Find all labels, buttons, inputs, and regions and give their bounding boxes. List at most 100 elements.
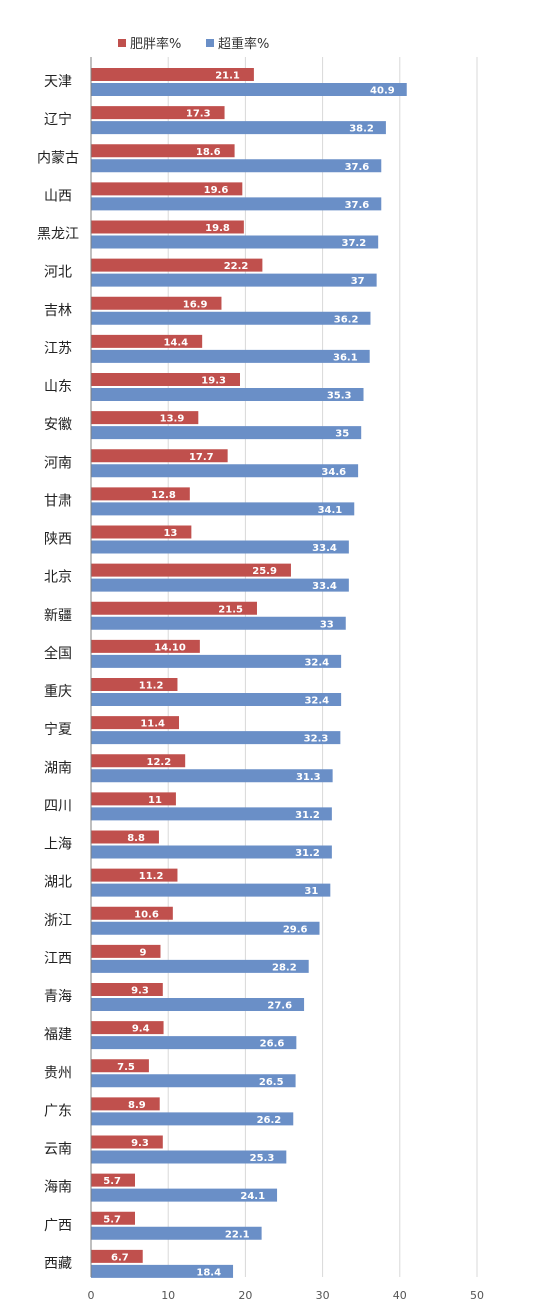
bar-obesity <box>91 983 163 996</box>
category-label: 全国 <box>44 645 72 662</box>
category-label: 广东 <box>44 1103 72 1119</box>
bar-obesity <box>91 563 291 577</box>
category-label: 河南 <box>44 455 72 471</box>
category-label: 上海 <box>44 837 72 853</box>
category-label: 广西 <box>44 1218 72 1234</box>
data-label-overweight: 28.2 <box>272 962 297 973</box>
bar-obesity <box>91 601 257 615</box>
data-label-obesity: 12.8 <box>151 490 176 501</box>
category-label: 内蒙古 <box>37 150 79 166</box>
data-label-overweight: 36.1 <box>333 352 358 363</box>
data-label-obesity: 8.9 <box>128 1100 146 1111</box>
bar-overweight <box>91 769 333 783</box>
data-label-overweight: 32.4 <box>304 696 329 707</box>
category-label: 四川 <box>44 798 72 814</box>
data-label-obesity: 10.6 <box>134 909 159 920</box>
bar-overweight <box>91 311 371 325</box>
bar-obesity <box>91 678 178 691</box>
category-label: 辽宁 <box>44 111 72 128</box>
bar-obesity <box>91 868 178 882</box>
bar-overweight <box>91 159 382 173</box>
data-label-obesity: 5.7 <box>103 1176 121 1187</box>
data-label-obesity: 12.2 <box>146 757 171 768</box>
category-label: 湖南 <box>44 760 72 776</box>
data-label-overweight: 38.2 <box>349 124 374 135</box>
bar-overweight <box>91 1188 278 1202</box>
bar-overweight <box>91 464 359 478</box>
legend: 肥胖率% 超重率% <box>118 36 269 52</box>
data-label-overweight: 37.6 <box>345 162 370 173</box>
bar-overweight <box>91 616 346 630</box>
bar-overweight <box>91 83 407 96</box>
data-label-obesity: 9.4 <box>132 1024 150 1035</box>
data-label-overweight: 33.4 <box>312 543 337 554</box>
x-tick-label: 50 <box>470 1289 484 1302</box>
bar-obesity <box>91 1135 163 1149</box>
data-label-overweight: 32.3 <box>304 734 329 745</box>
bar-obesity <box>91 411 199 425</box>
data-label-overweight: 27.6 <box>267 1001 292 1012</box>
data-label-obesity: 19.8 <box>205 223 230 234</box>
data-label-overweight: 37.2 <box>341 238 366 249</box>
category-label: 重庆 <box>44 684 72 700</box>
data-label-overweight: 31.3 <box>296 772 321 783</box>
bar-overweight <box>91 349 370 363</box>
bar-obesity <box>91 144 235 158</box>
bar-obesity <box>91 487 190 501</box>
data-label-obesity: 21.5 <box>218 604 243 615</box>
data-label-overweight: 25.3 <box>250 1153 275 1164</box>
data-label-obesity: 14.10 <box>154 642 186 653</box>
bar-overweight <box>91 1150 287 1164</box>
data-label-overweight: 37 <box>351 276 365 287</box>
legend-label-obesity: 肥胖率% <box>130 36 181 52</box>
data-label-obesity: 13.9 <box>160 414 185 425</box>
bar-overweight <box>91 197 382 211</box>
bar-overweight <box>91 921 320 935</box>
data-label-obesity: 11.2 <box>139 871 164 882</box>
legend-label-overweight: 超重率% <box>218 36 269 52</box>
data-label-obesity: 19.6 <box>204 185 229 196</box>
data-label-obesity: 9 <box>140 947 147 958</box>
data-label-overweight: 34.1 <box>318 505 343 516</box>
bar-overweight <box>91 845 332 859</box>
bar-obesity <box>91 1059 149 1073</box>
data-label-obesity: 9.3 <box>131 1138 149 1149</box>
bar-obesity <box>91 68 254 81</box>
data-label-overweight: 35 <box>335 429 349 440</box>
data-label-overweight: 31.2 <box>295 848 320 859</box>
data-label-overweight: 24.1 <box>240 1191 265 1202</box>
bar-obesity <box>91 449 228 463</box>
data-label-overweight: 32.4 <box>304 657 329 668</box>
data-label-overweight: 22.1 <box>225 1229 250 1240</box>
x-tick-label: 30 <box>316 1289 330 1302</box>
bar-overweight <box>91 1074 296 1088</box>
data-label-overweight: 33 <box>320 619 334 630</box>
legend-swatch-obesity <box>118 39 126 47</box>
bar-overweight <box>91 121 386 135</box>
data-label-obesity: 5.7 <box>103 1214 121 1225</box>
bar-overweight <box>91 883 331 897</box>
label-layer: 21.1 40.9 17.3 38.2 18.6 37.6 19.6 37.6 19.8 37.2… <box>103 71 394 1279</box>
category-label: 贵州 <box>44 1065 72 1081</box>
bar-obesity <box>91 525 192 539</box>
bar-overweight <box>91 693 342 706</box>
category-label: 云南 <box>44 1142 72 1158</box>
data-label-obesity: 11.2 <box>139 681 164 692</box>
data-label-overweight: 29.6 <box>283 924 308 935</box>
bar-overweight <box>91 1036 297 1050</box>
bar-obesity <box>91 106 225 120</box>
bar-obesity <box>91 1173 136 1187</box>
bar-overweight <box>91 1226 262 1240</box>
data-label-obesity: 22.2 <box>224 261 249 272</box>
bar-overweight <box>91 273 377 287</box>
bar-obesity <box>91 1211 136 1225</box>
data-label-obesity: 7.5 <box>117 1062 135 1073</box>
data-label-obesity: 21.1 <box>215 71 240 82</box>
bar-overweight <box>91 1112 294 1126</box>
data-label-obesity: 25.9 <box>252 566 277 577</box>
data-label-obesity: 11.4 <box>140 719 165 730</box>
bar-obesity <box>91 1249 143 1263</box>
bar-obesity <box>91 182 243 196</box>
data-label-obesity: 14.4 <box>163 337 188 348</box>
